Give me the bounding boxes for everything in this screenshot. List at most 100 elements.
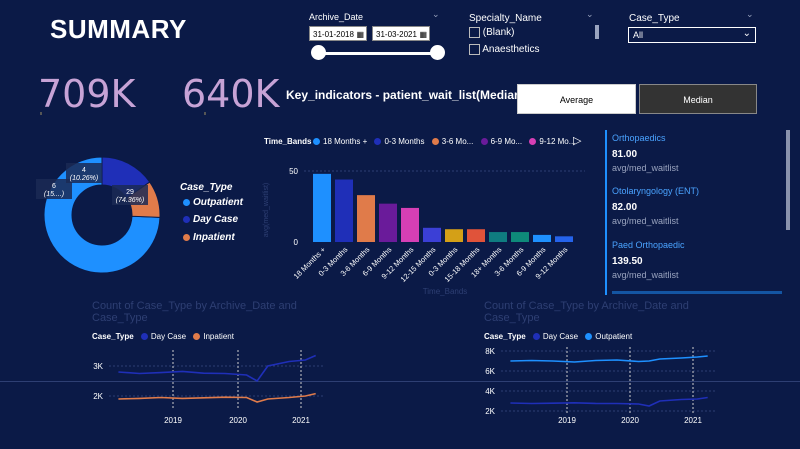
donut-legend-title: Case_Type: [180, 182, 233, 193]
y-tick: 2K: [485, 407, 495, 416]
donut-data-label: 6: [52, 183, 56, 190]
median-button[interactable]: Median: [639, 84, 757, 114]
legend-item-daycase[interactable]: Day Case: [178, 214, 238, 225]
legend-dot: [431, 138, 439, 146]
calendar-icon[interactable]: ▦: [419, 30, 427, 39]
specialty-option-anaesthetics[interactable]: Anaesthetics: [469, 44, 540, 55]
x-tick: 2019: [558, 416, 576, 425]
specialty-scrollbar[interactable]: [595, 25, 599, 39]
chevron-down-icon[interactable]: ⌄: [746, 9, 754, 19]
chevron-down-icon[interactable]: ⌄: [432, 9, 440, 19]
line-series-outpatient[interactable]: [510, 355, 708, 363]
donut-data-label: (74.36%): [116, 197, 144, 204]
bar[interactable]: [313, 173, 331, 242]
legend-item-inpatient[interactable]: Inpatient: [178, 232, 235, 243]
start-date-value: 31-01-2018: [313, 30, 354, 39]
legend-dot: [183, 233, 190, 241]
y-tick: 50: [289, 167, 298, 176]
specialty-option-blank[interactable]: (Blank): [469, 27, 514, 38]
divider: [0, 381, 800, 382]
kpi-marker: [204, 112, 206, 115]
x-tick: 2021: [684, 416, 702, 425]
legend-label: Day Case: [150, 332, 187, 341]
date-slider-track: [318, 52, 438, 55]
bar[interactable]: [423, 227, 441, 242]
start-date-input[interactable]: 31-01-2018 ▦: [309, 26, 367, 41]
legend-dot: [532, 333, 540, 341]
case-type-donut: 29(74.36%) 6(15....) 4(10.26%): [36, 156, 161, 274]
bar[interactable]: [533, 234, 551, 242]
case-type-label: Case_Type: [629, 13, 680, 24]
bar[interactable]: [335, 179, 353, 242]
card-subtitle: avg/med_waitlist: [612, 270, 679, 280]
card-title: Orthopaedics: [612, 133, 666, 143]
bar[interactable]: [401, 207, 419, 242]
chevron-down-icon[interactable]: ⌄: [586, 9, 594, 19]
card-next-peek: [612, 291, 782, 294]
card-subtitle: avg/med_waitlist: [612, 163, 679, 173]
chevron-down-icon: ⌄: [742, 28, 751, 39]
card-value: 81.00: [612, 149, 638, 160]
legend-label: 0-3 Months: [384, 137, 425, 146]
bar[interactable]: [357, 195, 375, 242]
donut-data-label: 29: [126, 189, 134, 196]
bar[interactable]: [555, 236, 573, 242]
kpi-total: 709K: [38, 72, 136, 116]
kpi-secondary: 640K: [182, 72, 280, 116]
average-button[interactable]: Average: [517, 84, 636, 114]
y-tick: 3K: [93, 362, 103, 371]
legend-item-outpatient[interactable]: Outpatient: [178, 197, 243, 208]
bar[interactable]: [379, 203, 397, 242]
legend-dot: [480, 138, 488, 146]
legend-dot: [529, 138, 537, 146]
cards-accent-bar: [605, 130, 607, 295]
checkbox[interactable]: [469, 27, 480, 38]
calendar-icon[interactable]: ▦: [356, 30, 364, 39]
case-type-selected: All: [633, 30, 644, 40]
legend-dot: [183, 215, 190, 223]
left-line-legend: Case_Type Day Case Inpatient: [92, 332, 234, 341]
legend-title: Case_Type: [484, 332, 526, 341]
donut-data-label: (15....): [44, 191, 64, 198]
bar[interactable]: [511, 232, 529, 242]
card-value: 139.50: [612, 256, 643, 267]
date-slider-start-handle[interactable]: [311, 45, 326, 60]
end-date-input[interactable]: 31-03-2021 ▦: [372, 26, 430, 41]
card-subtitle: avg/med_waitlist: [612, 216, 679, 226]
legend-label: Day Case: [542, 332, 579, 341]
x-tick: 2019: [164, 416, 182, 425]
indicators-title: Key_indicators - patient_wait_list(Media…: [286, 88, 526, 102]
y-tick: 4K: [485, 387, 495, 396]
time-bands-bar-chart: avg(med_waitlist) 50 0 18 Months +0-3 Mo…: [263, 167, 585, 296]
legend-label: 18 Months +: [323, 137, 368, 146]
card-title: Otolaryngology (ENT): [612, 186, 700, 196]
legend-dot: [193, 333, 201, 341]
date-slider-end-handle[interactable]: [430, 45, 445, 60]
line-series-day-case[interactable]: [510, 396, 708, 407]
line-series-day-case[interactable]: [118, 354, 317, 383]
legend-label: 3-6 Mo...: [441, 137, 474, 146]
legend-next-icon[interactable]: ▷: [573, 135, 582, 147]
legend-label: 6-9 Mo...: [490, 137, 523, 146]
card-ent: Otolaryngology (ENT) 82.00 avg/med_waitl…: [612, 186, 699, 226]
legend-dot: [140, 333, 148, 341]
case-type-select[interactable]: All ⌄: [628, 27, 756, 43]
legend-dot: [585, 333, 593, 341]
option-label: Anaesthetics: [482, 44, 540, 56]
bar-legend: 18 Months + 0-3 Months 3-6 Mo... 6-9 Mo.…: [308, 137, 575, 146]
y-tick: 0: [294, 238, 299, 247]
donut-label-bg: [36, 179, 72, 199]
bar[interactable]: [489, 232, 507, 242]
x-tick: 2020: [621, 416, 639, 425]
checkbox[interactable]: [469, 44, 480, 55]
line-series-inpatient[interactable]: [118, 392, 316, 403]
cards-scrollbar[interactable]: [786, 130, 790, 230]
bar[interactable]: [445, 229, 463, 242]
right-line-chart: 8K 6K 4K 2K 2019 2020 2021: [485, 347, 715, 425]
page-title: SUMMARY: [50, 14, 187, 44]
bar[interactable]: [467, 229, 485, 242]
donut-slice-outpatient[interactable]: [43, 156, 161, 274]
specialty-label: Specialty_Name: [469, 13, 542, 24]
right-line-title: Count of Case_Type by Archive_Date and C…: [484, 300, 689, 324]
donut-data-label: 4: [82, 167, 86, 174]
